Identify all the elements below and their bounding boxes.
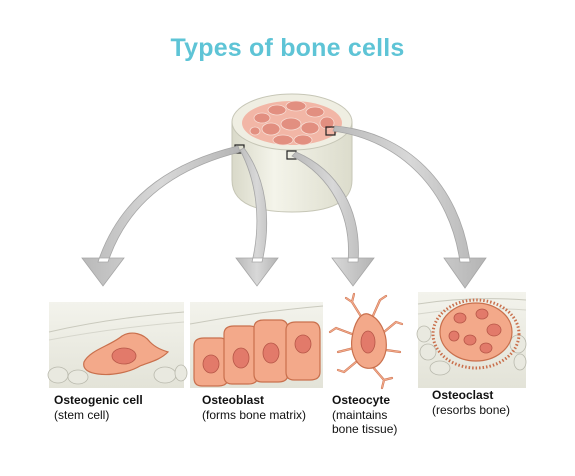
cell-description: (resorbs bone) [432,403,510,418]
panel-osteoclast [417,292,526,388]
osteocyte-cell [330,294,402,388]
label-osteogenic: Osteogenic cell (stem cell) [54,393,143,422]
arrow-osteogenic [82,146,240,286]
label-osteoclast: Osteoclast (resorbs bone) [432,388,510,417]
cell-description: (maintains bone tissue) [332,408,397,437]
cell-description: (forms bone matrix) [202,408,306,423]
label-osteocyte: Osteocyte (maintains bone tissue) [332,393,397,437]
cell-name: Osteogenic cell [54,393,143,408]
cell-name: Osteocyte [332,393,397,408]
cell-name: Osteoblast [202,393,306,408]
panel-osteoblast [190,302,323,388]
cell-description: (stem cell) [54,408,143,423]
label-osteoblast: Osteoblast (forms bone matrix) [202,393,306,422]
cell-name: Osteoclast [432,388,510,403]
panel-osteogenic [48,302,187,388]
